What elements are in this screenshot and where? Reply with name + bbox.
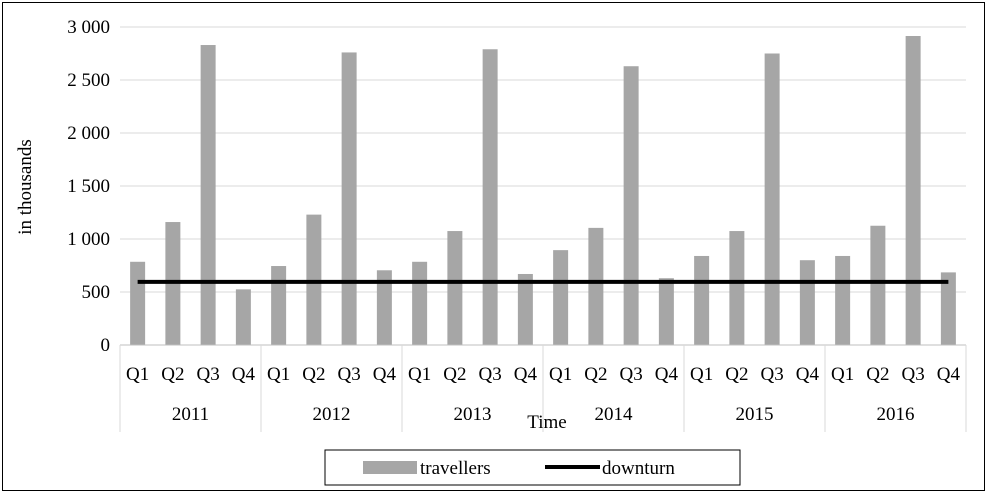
x-tick-year-label: 2015 [736,404,774,425]
bar-travellers-2015-Q2 [729,231,745,345]
y-tick-labels: 0 500 1 000 1 500 2 000 2 500 3 000 [67,17,110,356]
x-tick-quarter-label: Q3 [620,364,643,385]
legend-swatch-travellers [363,461,417,474]
x-tick-quarter-label: Q2 [866,364,889,385]
x-tick-quarter-label: Q4 [937,364,961,385]
bar-travellers-2012-Q1 [271,266,287,345]
legend-label-downturn: downturn [602,458,675,479]
bar-travellers-2016-Q3 [905,36,921,345]
bar-travellers-2012-Q4 [376,270,392,345]
axes [119,344,967,432]
bar-travellers-2014-Q2 [588,227,604,345]
x-tick-quarter-label: Q1 [549,364,572,385]
bars [130,36,956,346]
bar-travellers-2014-Q3 [623,66,639,345]
bar-travellers-2013-Q2 [447,231,463,345]
y-tick-label: 1 000 [67,229,110,250]
bar-travellers-2013-Q3 [482,49,498,345]
x-tick-year-label: 2011 [172,404,209,425]
legend: travellers downturn [324,449,741,486]
gridlines [120,26,966,293]
x-tick-quarter-label: Q1 [690,364,713,385]
y-tick-label: 0 [101,335,111,356]
bar-travellers-2015-Q4 [799,260,815,345]
x-tick-quarter-label: Q2 [443,364,466,385]
bar-travellers-2013-Q1 [412,261,428,345]
x-tick-quarter-label: Q3 [338,364,361,385]
x-tick-year-label: 2016 [877,404,915,425]
x-tick-year-label: 2013 [454,404,492,425]
y-tick-label: 1 500 [67,176,110,197]
bar-travellers-2012-Q3 [341,52,357,345]
bar-travellers-2011-Q1 [130,261,146,345]
y-tick-label: 2 000 [67,123,110,144]
x-tick-quarter-label: Q4 [796,364,820,385]
x-tick-quarter-label: Q1 [267,364,290,385]
x-tick-quarter-label: Q4 [655,364,679,385]
bar-travellers-2011-Q4 [235,289,251,345]
x-tick-quarter-label: Q3 [197,364,220,385]
x-tick-quarter-label: Q1 [126,364,149,385]
x-axis-label: Time [527,412,566,433]
bar-travellers-2016-Q4 [940,272,956,345]
bar-travellers-2013-Q4 [517,273,533,345]
x-tick-quarter-label: Q2 [584,364,607,385]
x-tick-quarter-label: Q3 [479,364,502,385]
bar-travellers-2014-Q1 [553,250,569,345]
x-tick-quarter-label: Q1 [831,364,854,385]
x-tick-labels: Q1 Q2 Q3 Q4 2011 Q1 Q2 Q3 Q4 2012 Q1 Q2 Q3 Q4 2013 Q1 Q2… [126,364,960,425]
y-axis-label: in thousands [15,139,36,235]
legend-label-travellers: travellers [420,458,491,479]
x-tick-quarter-label: Q4 [514,364,538,385]
x-tick-quarter-label: Q3 [902,364,925,385]
x-tick-quarter-label: Q1 [408,364,431,385]
x-tick-quarter-label: Q3 [761,364,784,385]
x-tick-quarter-label: Q2 [725,364,748,385]
x-tick-quarter-label: Q2 [302,364,325,385]
y-tick-label: 3 000 [67,17,110,38]
bar-travellers-2012-Q2 [306,214,322,345]
bar-travellers-2015-Q1 [694,255,710,345]
x-tick-year-label: 2014 [595,404,634,425]
x-tick-quarter-label: Q2 [161,364,184,385]
bar-travellers-2016-Q1 [835,255,851,345]
y-tick-label: 500 [82,282,111,303]
bar-travellers-2015-Q3 [764,53,780,345]
x-tick-quarter-label: Q4 [373,364,397,385]
x-tick-quarter-label: Q4 [232,364,256,385]
bar-travellers-2016-Q2 [870,225,886,345]
y-tick-label: 2 500 [67,70,110,91]
bar-travellers-2014-Q4 [658,278,674,345]
x-tick-year-label: 2012 [313,404,351,425]
bar-travellers-2011-Q3 [200,45,216,346]
